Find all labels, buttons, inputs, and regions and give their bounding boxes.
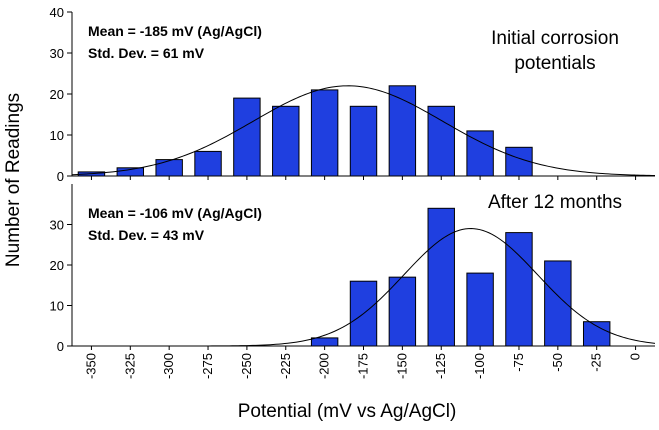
x-tick-label: -350 xyxy=(83,353,98,379)
y-tick-label: 30 xyxy=(50,46,64,61)
x-tick-labels: -350 -325 -300 -275 -250 -225 -200 -175 -150 -125… xyxy=(83,353,642,379)
x-tick-label: -100 xyxy=(472,353,487,379)
x-tick-label: -75 xyxy=(511,353,526,372)
histogram-bar xyxy=(388,276,417,347)
x-tick-label: -200 xyxy=(317,353,332,379)
y-tick-label: 10 xyxy=(50,128,64,143)
y-tick-label: 10 xyxy=(50,299,64,314)
top-std-dev-label: Std. Dev. = 61 mV xyxy=(88,45,205,61)
histogram-bar xyxy=(505,146,533,177)
bottom-mean-label: Mean = -106 mV (Ag/AgCl) xyxy=(88,205,262,221)
histogram-bar xyxy=(466,130,494,177)
histogram-bar xyxy=(272,105,300,177)
y-tick-label: 0 xyxy=(57,339,64,354)
y-tick-label: 20 xyxy=(50,87,64,102)
top-y-ticks: 0 10 20 30 40 xyxy=(50,5,72,184)
histogram-bar xyxy=(388,85,417,177)
x-tick-label: -250 xyxy=(239,353,254,379)
histogram-bar xyxy=(310,337,339,347)
top-normal-fit-curve xyxy=(71,85,656,177)
bottom-panel: 0 10 20 30 Mean = -106 mV (Ag/AgCl) Std. De… xyxy=(50,184,656,354)
x-axis-title: Potential (mV vs Ag/AgCl) xyxy=(238,401,457,422)
histogram-bar xyxy=(427,207,455,347)
bottom-normal-fit-curve xyxy=(72,228,656,347)
histogram-bar xyxy=(233,97,261,177)
y-tick-label: 30 xyxy=(50,218,64,233)
top-panel-title-line-2: potentials xyxy=(514,53,595,74)
x-tick-label: -275 xyxy=(200,353,215,379)
bottom-panel-title: After 12 months xyxy=(488,192,622,213)
x-tick-label: -50 xyxy=(550,353,565,372)
histogram-bar xyxy=(544,260,572,347)
x-tick-label: -300 xyxy=(161,353,176,379)
top-bars xyxy=(77,85,533,177)
x-tick-label: -175 xyxy=(356,353,371,379)
bottom-x-ticks xyxy=(90,346,637,350)
bottom-y-ticks: 0 10 20 30 xyxy=(50,218,72,354)
y-tick-label: 40 xyxy=(50,5,64,20)
y-tick-label: 20 xyxy=(50,258,64,273)
histogram-bar xyxy=(582,321,611,347)
histogram-bar xyxy=(116,167,145,177)
bottom-std-dev-label: Std. Dev. = 43 mV xyxy=(88,227,205,243)
x-tick-label: -25 xyxy=(589,353,604,372)
bottom-bars xyxy=(310,207,611,347)
histogram-bar xyxy=(155,159,183,177)
histogram-bar xyxy=(349,105,378,177)
top-x-ticks xyxy=(90,176,637,180)
y-tick-label: 0 xyxy=(57,169,64,184)
x-tick-label: -150 xyxy=(394,353,409,379)
top-panel: 0 10 20 30 40 Mean = -185 mV (Ag/AgCl) Std. … xyxy=(50,5,656,184)
top-mean-label: Mean = -185 mV (Ag/AgCl) xyxy=(88,23,262,39)
histogram-bar xyxy=(505,232,533,347)
histogram-bar xyxy=(466,272,494,347)
x-tick-label: -325 xyxy=(122,353,137,379)
histogram-bar xyxy=(194,150,222,177)
x-tick-label: -225 xyxy=(278,353,293,379)
histogram-bar xyxy=(427,105,455,177)
x-tick-label: -125 xyxy=(433,353,448,379)
histogram-bar xyxy=(310,89,339,177)
y-axis-title: Number of Readings xyxy=(3,93,24,267)
top-panel-title-line-1: Initial corrosion xyxy=(491,28,619,49)
x-tick-label: 0 xyxy=(628,353,643,360)
